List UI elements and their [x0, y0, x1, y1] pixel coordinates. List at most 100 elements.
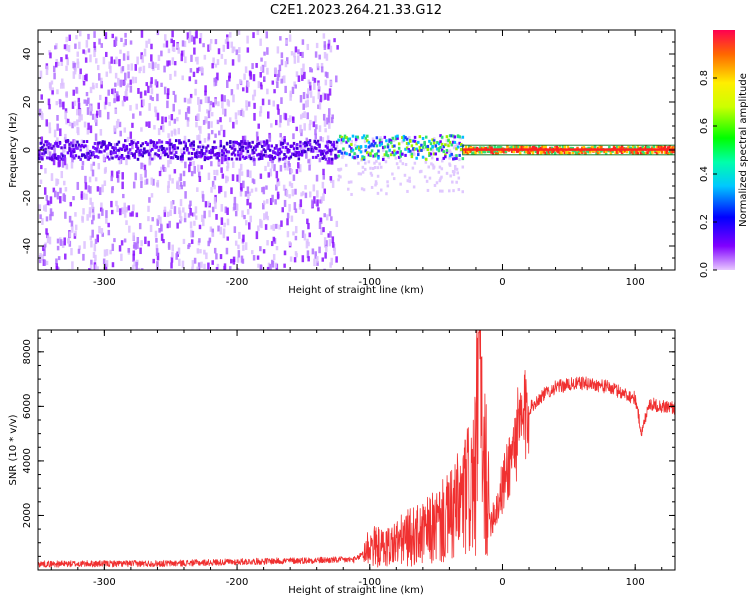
- spectrogram-cell: [110, 209, 114, 215]
- spectrogram-cell: [80, 154, 84, 158]
- spectrogram-cell: [523, 150, 527, 154]
- spectrogram-cell: [439, 177, 442, 181]
- spectrogram-cell: [331, 157, 334, 161]
- spectrogram-cell: [88, 149, 92, 153]
- spectrogram-cell: [275, 246, 279, 251]
- spectrogram-cell: [445, 171, 449, 175]
- spectrogram-cell: [111, 146, 114, 150]
- spectrogram-cell: [609, 151, 613, 155]
- spectrogram-cell: [202, 152, 205, 156]
- spectrogram-cell: [437, 147, 441, 151]
- spectrogram-cell: [171, 244, 174, 252]
- spectrogram-cell: [571, 151, 574, 155]
- spectrogram-cell: [318, 157, 322, 163]
- spectrogram-cell: [314, 129, 317, 136]
- spectrogram-cell: [280, 141, 283, 145]
- spectrogram-cell: [330, 257, 334, 266]
- spectrogram-cell: [264, 61, 267, 68]
- spectrogram-cell: [412, 139, 415, 143]
- spectrogram-cell: [266, 88, 269, 95]
- spectrogram-cell: [288, 204, 291, 212]
- spectrogram-cell: [132, 264, 135, 270]
- spectrogram-cell: [324, 252, 327, 259]
- spectrogram-cell: [62, 101, 65, 110]
- spectrogram-cell: [458, 145, 461, 149]
- spectrogram-cell: [439, 189, 442, 193]
- spectrogram-cell: [655, 151, 659, 155]
- spectrogram-cell: [126, 51, 130, 57]
- spectrogram-cell: [76, 140, 79, 144]
- spectrogram-cell: [218, 185, 221, 194]
- spectrogram-cell: [189, 200, 192, 206]
- spectrogram-cell: [544, 151, 547, 155]
- spectrogram-cell: [146, 149, 149, 153]
- spectrogram-cell: [166, 60, 169, 67]
- spectrogram-cell: [348, 153, 352, 157]
- spectrogram-cell: [302, 103, 305, 110]
- spectrogram-cell: [110, 200, 113, 208]
- spectrogram-cell: [65, 65, 68, 71]
- spectrogram-cell: [541, 150, 544, 154]
- spectrogram-cell: [112, 151, 116, 155]
- spectrogram-cell: [260, 156, 264, 160]
- spectrogram-cell: [391, 144, 395, 148]
- spectrogram-cell: [309, 85, 312, 91]
- spectrogram-cell: [276, 73, 280, 81]
- spectrogram-cell: [56, 137, 59, 144]
- spectrogram-cell: [652, 145, 656, 149]
- spectrogram-cell: [426, 147, 430, 151]
- spectrogram-cell: [140, 268, 144, 270]
- spectrogram-cell: [178, 177, 181, 183]
- spectrogram-cell: [171, 145, 175, 149]
- spectrogram-cell: [244, 190, 248, 197]
- spectrogram-cell: [668, 145, 672, 149]
- spectrogram-cell: [208, 149, 211, 153]
- spectrogram-cell: [60, 170, 64, 179]
- spectrogram-cell: [116, 171, 119, 179]
- spectrogram-cell: [155, 145, 159, 149]
- spectrogram-cell: [148, 121, 151, 128]
- spectrogram-cell: [200, 148, 203, 152]
- spectrogram-cell: [170, 256, 174, 263]
- spectrogram-cell: [300, 192, 303, 197]
- spectrogram-cell: [232, 140, 235, 144]
- spectrogram-cell: [100, 43, 104, 48]
- spectrogram-cell: [173, 169, 177, 174]
- spectrogram-cell: [120, 240, 124, 246]
- spectrogram-cell: [92, 150, 95, 154]
- spectrogram-cell: [131, 122, 134, 128]
- spectrogram-cell: [178, 207, 181, 214]
- spectrogram-cell: [194, 88, 197, 96]
- spectrogram-cell: [130, 151, 133, 155]
- spectrogram-cell: [373, 161, 376, 165]
- spectrogram-cell: [87, 155, 90, 159]
- spectrogram-cell: [94, 238, 98, 244]
- spectrogram-cell: [119, 130, 122, 137]
- spectrogram-cell: [191, 266, 194, 270]
- spectrogram-cell: [323, 154, 326, 158]
- spectrogram-cell: [302, 92, 306, 100]
- spectrogram-cell: [141, 154, 145, 158]
- spectrogram-cell: [90, 163, 93, 172]
- spectrogram-cell: [431, 163, 435, 167]
- spectrogram-cell: [166, 93, 170, 100]
- spectrogram-cell: [82, 253, 85, 261]
- spectrogram-cell: [322, 33, 326, 39]
- spectrogram-cell: [57, 144, 60, 148]
- spectrogram-cell: [380, 188, 383, 192]
- spectrogram-cell: [90, 151, 94, 155]
- spectrogram-cell: [150, 77, 153, 84]
- spectrogram-cell: [276, 148, 280, 152]
- spectrogram-cell: [304, 185, 307, 190]
- spectrogram-cell: [285, 189, 289, 198]
- spectrogram-cell: [68, 146, 71, 150]
- spectrogram-cell: [156, 218, 159, 226]
- spectrogram-cell: [410, 144, 414, 148]
- spectrogram-cell: [366, 134, 369, 138]
- spectrogram-cell: [252, 94, 255, 101]
- spectrogram-cell: [60, 152, 63, 156]
- colorbar-ticks: 0.00.20.40.60.8: [699, 70, 717, 278]
- spectrogram-cell: [179, 155, 183, 159]
- spectrogram-cell: [372, 154, 375, 158]
- spectrogram-cell: [340, 135, 344, 139]
